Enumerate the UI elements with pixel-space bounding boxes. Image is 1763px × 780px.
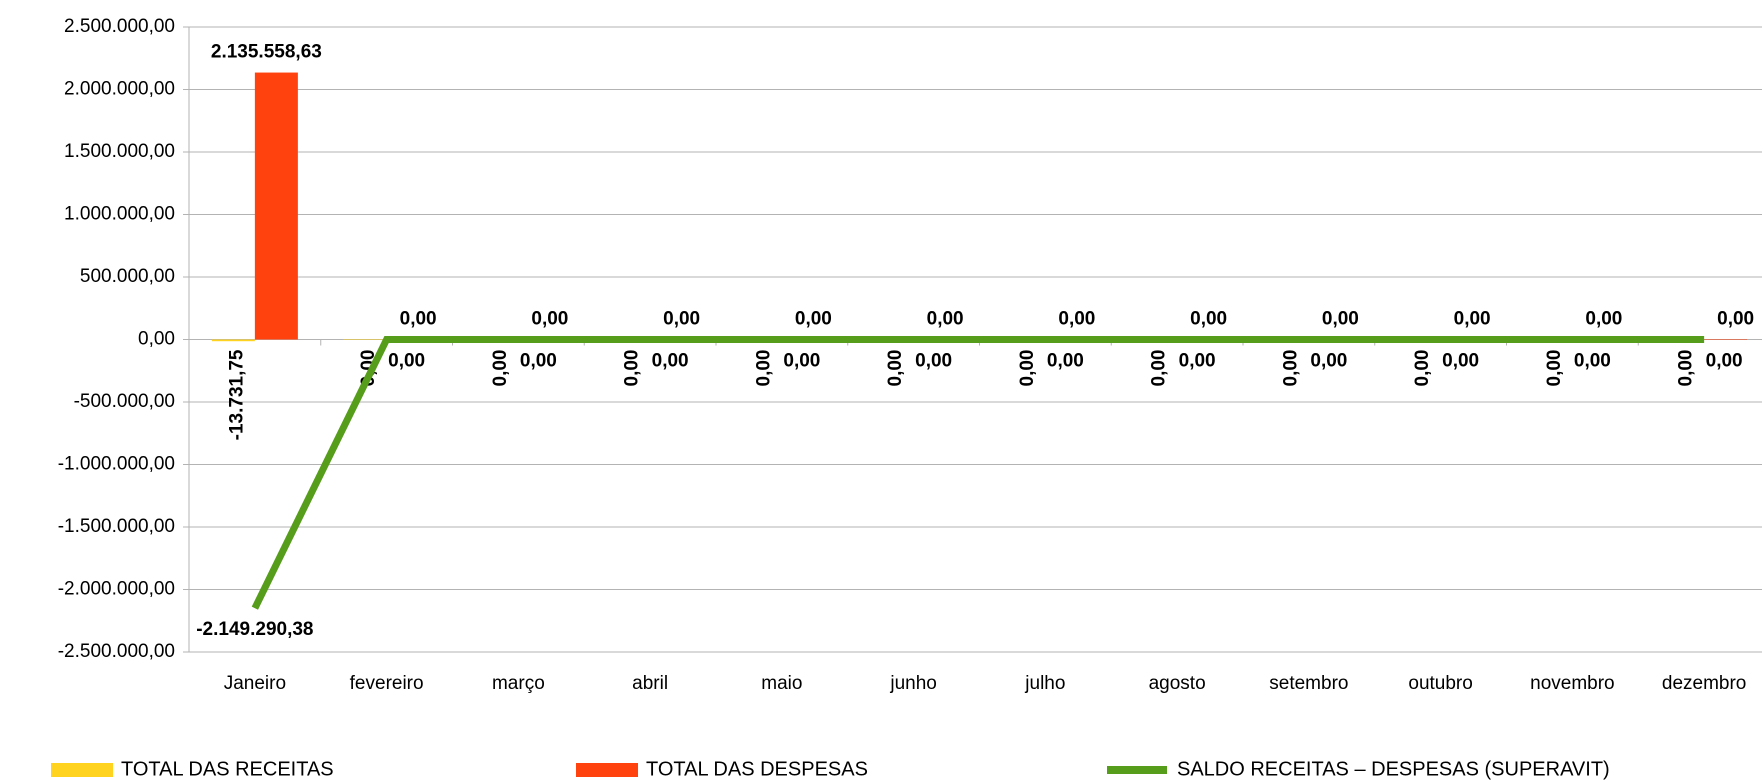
bar [343, 339, 387, 340]
legend-swatch [576, 763, 638, 777]
x-tick-label: março [492, 673, 545, 694]
legend-text: TOTAL DAS RECEITAS [121, 758, 334, 780]
value-label: 0,00 [388, 351, 425, 372]
value-label: 0,00 [622, 350, 643, 387]
value-label: 0,00 [753, 350, 774, 387]
legend-text: TOTAL DAS DESPESAS [646, 758, 868, 780]
value-label: 0,00 [1454, 309, 1491, 330]
value-label: 0,00 [1149, 350, 1170, 387]
x-tick-label: agosto [1149, 673, 1206, 694]
value-label: 0,00 [783, 351, 820, 372]
value-label: 0,00 [1058, 309, 1095, 330]
x-tick-label: julho [1024, 673, 1065, 694]
value-label: 0,00 [1322, 309, 1359, 330]
value-label: 0,00 [652, 351, 689, 372]
y-tick-label: 0,00 [138, 329, 175, 350]
value-label: 0,00 [663, 309, 700, 330]
value-label: 0,00 [1412, 350, 1433, 387]
value-label: 0,00 [400, 309, 437, 330]
legend-swatch [1107, 766, 1167, 774]
y-tick-label: 2.000.000,00 [64, 79, 175, 100]
value-label: 0,00 [1442, 351, 1479, 372]
value-label: 0,00 [795, 309, 832, 330]
value-label: 0,00 [1179, 351, 1216, 372]
x-tick-label: novembro [1530, 673, 1615, 694]
value-label: 0,00 [520, 351, 557, 372]
x-tick-label: outubro [1408, 673, 1472, 694]
value-label: 0,00 [1544, 350, 1565, 387]
value-label: 0,00 [1585, 309, 1622, 330]
y-tick-label: -2.500.000,00 [58, 641, 175, 662]
y-tick-label: -2.000.000,00 [58, 579, 175, 600]
y-tick-label: 2.500.000,00 [64, 16, 175, 37]
x-tick-label: abril [632, 673, 668, 694]
x-tick-label: setembro [1269, 673, 1348, 694]
y-tick-label: -1.500.000,00 [58, 516, 175, 537]
x-tick-label: Janeiro [224, 673, 286, 694]
legend-swatch [51, 763, 113, 777]
bar [1704, 339, 1748, 340]
value-label: 0,00 [927, 309, 964, 330]
x-tick-label: fevereiro [350, 673, 424, 694]
value-label: 0,00 [531, 309, 568, 330]
value-label: 0,00 [1017, 350, 1038, 387]
value-label: 0,00 [1717, 309, 1754, 330]
y-tick-label: 1.500.000,00 [64, 141, 175, 162]
line [251, 336, 1705, 610]
y-tick-label: -1.000.000,00 [58, 454, 175, 475]
bar [254, 72, 298, 340]
value-label: 0,00 [1047, 351, 1084, 372]
x-tick-label: maio [761, 673, 802, 694]
value-label: 0,00 [1706, 351, 1743, 372]
value-label: 0,00 [1190, 309, 1227, 330]
y-tick-label: 1.000.000,00 [64, 204, 175, 225]
x-tick-label: dezembro [1662, 673, 1747, 694]
value-label: 0,00 [915, 351, 952, 372]
value-label: 0,00 [1310, 351, 1347, 372]
value-label: 2.135.558,63 [211, 42, 322, 63]
x-tick-label: junho [889, 673, 937, 694]
value-label: 0,00 [490, 350, 511, 387]
value-label: 0,00 [1676, 350, 1697, 387]
y-tick-label: -500.000,00 [74, 391, 175, 412]
bar [211, 339, 255, 342]
value-label: -13.731,75 [226, 349, 247, 440]
value-label: -2.149.290,38 [196, 619, 313, 640]
legend-text: SALDO RECEITAS – DESPESAS (SUPERAVIT) [1177, 758, 1610, 780]
value-label: 0,00 [1280, 350, 1301, 387]
value-label: 0,00 [1574, 351, 1611, 372]
y-tick-label: 500.000,00 [80, 266, 175, 287]
value-label: 0,00 [885, 350, 906, 387]
